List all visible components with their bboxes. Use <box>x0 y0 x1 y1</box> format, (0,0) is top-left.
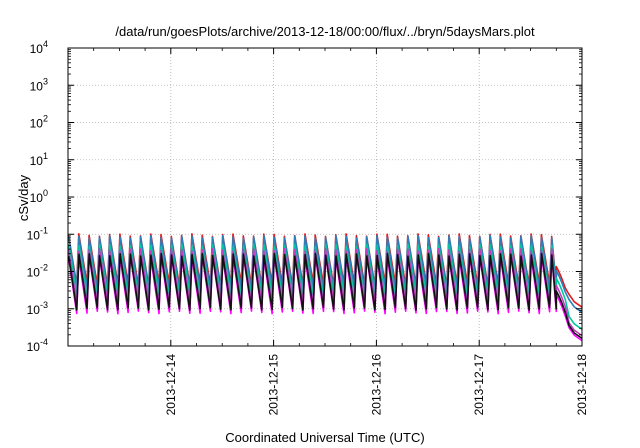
y-tick-label: 101 <box>30 151 48 168</box>
grid <box>68 48 582 346</box>
x-axis: 2013-12-14 2013-12-15 2013-12-16 2013-12-17… <box>93 48 589 416</box>
series-line-5 <box>67 254 583 342</box>
y-tick-label: 10-4 <box>27 337 48 354</box>
x-tick-label: 2013-12-15 <box>267 354 281 416</box>
x-tick-label: 2013-12-18 <box>575 354 589 416</box>
y-tick-label: 102 <box>30 114 48 131</box>
x-tick-label: 2013-12-16 <box>369 354 383 416</box>
chart-title: /data/run/goesPlots/archive/2013-12-18/0… <box>115 24 535 39</box>
y-tick-label: 10-2 <box>27 263 48 280</box>
y-axis-label: cSv/day <box>16 174 31 221</box>
y-tick-label: 103 <box>30 76 48 93</box>
x-tick-label: 2013-12-14 <box>164 354 178 416</box>
y-tick-label: 104 <box>30 39 48 56</box>
y-tick-label: 10-1 <box>27 225 48 242</box>
series-line-6 <box>67 252 583 340</box>
x-tick-label: 2013-12-17 <box>472 354 486 416</box>
series-lines <box>67 233 583 342</box>
y-tick-label: 100 <box>30 188 48 205</box>
y-axis: 10-4 10-3 10-2 10-1 100 101 102 103 104 <box>27 39 582 354</box>
plot-frame <box>67 47 583 347</box>
x-axis-label: Coordinated Universal Time (UTC) <box>225 430 424 445</box>
y-tick-label: 10-3 <box>27 300 48 317</box>
